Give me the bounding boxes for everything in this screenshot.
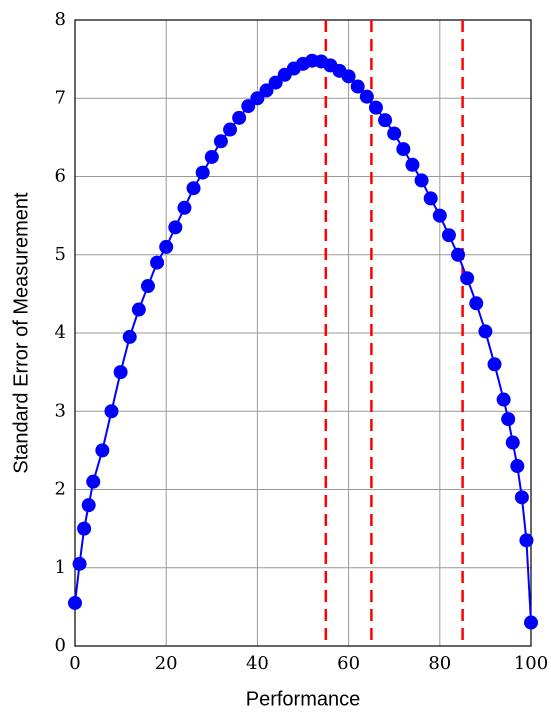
point (72, 556, 87, 571)
point (168, 220, 183, 235)
point (68, 595, 82, 610)
y-tick-label: 2 (55, 479, 66, 500)
point (104, 404, 119, 419)
point (223, 122, 238, 137)
point (469, 296, 484, 311)
point (359, 89, 374, 104)
x-axis-label: Performance (246, 688, 361, 710)
point (140, 279, 155, 294)
point (423, 191, 438, 206)
point (478, 324, 493, 339)
point (268, 75, 283, 90)
y-tick-label: 3 (55, 400, 66, 421)
point (405, 157, 420, 172)
point (501, 412, 516, 427)
point (460, 271, 475, 286)
point (510, 459, 525, 474)
y-tick-label: 5 (55, 244, 66, 265)
point (241, 99, 256, 114)
y-tick-label: 1 (55, 557, 66, 578)
point (122, 329, 137, 344)
point (159, 239, 174, 254)
point (387, 126, 402, 141)
x-tick-label: 40 (246, 653, 269, 674)
y-tick-label: 0 (55, 635, 66, 656)
point (350, 79, 365, 94)
y-axis-label: Standard Error of Measurement (10, 192, 32, 474)
point (514, 490, 529, 505)
x-tick-label: 80 (428, 653, 451, 674)
plot-frame (74, 19, 532, 647)
point (519, 533, 534, 548)
point (77, 521, 92, 536)
point (524, 615, 538, 630)
point (213, 134, 228, 149)
point (250, 91, 265, 106)
point (341, 69, 356, 84)
point (86, 474, 101, 489)
point (432, 208, 447, 223)
x-tick-label: 20 (155, 653, 178, 674)
point (378, 113, 393, 128)
y-tick-label: 7 (55, 87, 66, 108)
point (204, 149, 219, 164)
point (259, 83, 274, 98)
y-tick-label: 8 (55, 9, 66, 30)
y-tick-label: 6 (55, 166, 66, 187)
point (131, 302, 146, 317)
point (95, 443, 110, 458)
point (441, 228, 456, 243)
point (113, 365, 128, 380)
point (414, 173, 429, 188)
point (186, 181, 201, 196)
point (81, 498, 96, 513)
point (368, 100, 383, 115)
point (177, 200, 192, 215)
point (505, 435, 520, 450)
y-tick-label: 4 (55, 322, 66, 343)
point (487, 357, 502, 372)
point (232, 110, 247, 125)
point (396, 142, 411, 157)
point (150, 255, 165, 270)
point (195, 165, 210, 180)
point (496, 392, 511, 407)
x-tick-label: 100 (514, 653, 548, 674)
point (451, 247, 466, 262)
x-tick-label: 60 (337, 653, 360, 674)
x-tick-label: 0 (69, 653, 80, 674)
